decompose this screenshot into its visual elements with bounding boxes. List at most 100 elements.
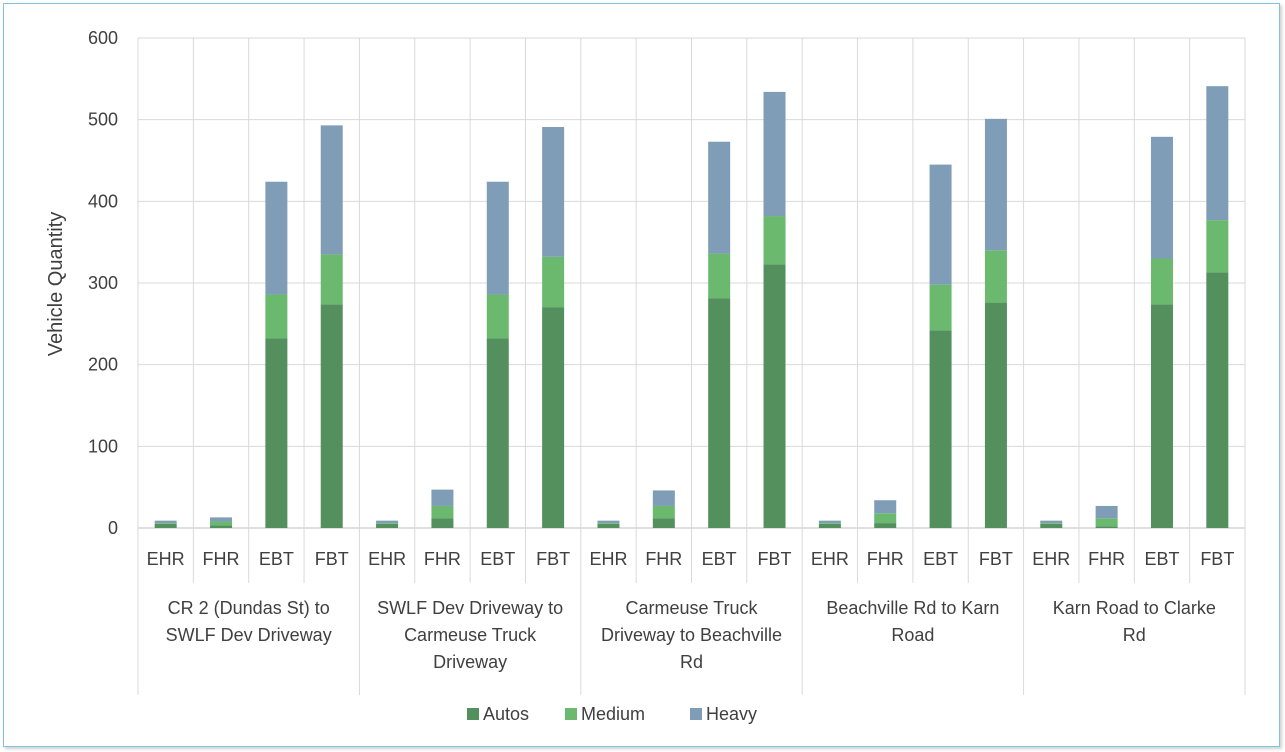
bar-segment-medium xyxy=(597,523,620,524)
bar-segment-medium xyxy=(431,505,454,519)
x-tick-label: EBT xyxy=(259,549,294,569)
legend-label: Autos xyxy=(483,704,529,724)
bar-segment-medium xyxy=(210,521,233,526)
bar-segment-heavy xyxy=(652,490,675,506)
bar-segment-autos xyxy=(763,264,786,528)
x-group-label: Beachville Rd to Karn Road xyxy=(826,598,999,645)
x-tick-label: FBT xyxy=(315,549,349,569)
legend-swatch xyxy=(467,708,479,720)
bar-segment-medium xyxy=(984,250,1007,303)
legend: Autos Medium Heavy xyxy=(467,704,757,724)
x-axis: EHR FHR EBT FBT EHR FHR EBT FBT EHR FHR EBT FBT EHR F… xyxy=(137,528,1246,695)
x-group-label: CR 2 (Dundas St) to SWLF Dev Driveway xyxy=(166,598,332,645)
x-tick-label: FBT xyxy=(758,549,792,569)
bar-segment-medium xyxy=(154,523,177,524)
bar-segment-heavy xyxy=(1206,86,1229,221)
bar-segment-medium xyxy=(874,513,897,524)
legend-item-medium: Medium xyxy=(565,704,645,724)
bar-segment-medium xyxy=(486,294,509,339)
bar-segment-heavy xyxy=(431,489,454,506)
legend-item-autos: Autos xyxy=(467,704,529,724)
x-tick-label: EBT xyxy=(702,549,737,569)
bar-segment-heavy xyxy=(984,118,1007,251)
bar-segment-heavy xyxy=(1040,520,1063,524)
bar-segment-medium xyxy=(1206,220,1229,273)
bar-segment-autos xyxy=(320,304,343,528)
x-tick-label: EBT xyxy=(480,549,515,569)
x-tick-label: FBT xyxy=(536,549,570,569)
y-axis-ticks: 0 100 200 300 400 500 600 xyxy=(88,28,118,538)
bar-segment-heavy xyxy=(320,125,343,255)
bar-segment-medium xyxy=(265,294,288,339)
bar-segment-medium xyxy=(652,505,675,519)
x-tick-label: FHR xyxy=(424,549,461,569)
gridlines xyxy=(137,37,1246,529)
bar-segment-heavy xyxy=(597,520,620,524)
bar-segment-autos xyxy=(1150,304,1173,528)
bar-segment-autos xyxy=(542,307,565,528)
y-tick-label: 400 xyxy=(88,191,118,211)
x-group-label: Carmeuse Truck Driveway to Beachville Rd xyxy=(601,598,782,672)
bar-segment-heavy xyxy=(763,91,786,217)
bar-segment-heavy xyxy=(154,520,177,524)
bar-segment-autos xyxy=(818,523,841,528)
bar-segment-autos xyxy=(1095,526,1118,528)
bar-segment-medium xyxy=(708,253,731,299)
x-tick-label: FHR xyxy=(645,549,682,569)
legend-swatch xyxy=(690,708,702,720)
bar-segment-autos xyxy=(1040,523,1063,528)
bar-segment-heavy xyxy=(1150,136,1173,259)
bar-segment-autos xyxy=(597,523,620,528)
y-tick-label: 500 xyxy=(88,110,118,130)
bar-segment-heavy xyxy=(376,520,399,524)
bar-segment-medium xyxy=(376,523,399,524)
bar-segment-heavy xyxy=(874,500,897,514)
bar-segment-autos xyxy=(929,330,952,528)
x-tick-label: FHR xyxy=(1088,549,1125,569)
bar-segment-autos xyxy=(1206,272,1229,528)
bar-segment-autos xyxy=(486,338,509,528)
legend-swatch xyxy=(565,708,577,720)
y-tick-label: 600 xyxy=(88,28,118,48)
bar-segment-medium xyxy=(763,216,786,265)
x-group-label: Karn Road to Clarke Rd xyxy=(1053,598,1216,645)
x-tick-label: EBT xyxy=(1144,549,1179,569)
bar-segment-medium xyxy=(320,254,343,305)
legend-label: Heavy xyxy=(706,704,757,724)
bar-segment-heavy xyxy=(929,164,952,285)
y-tick-label: 100 xyxy=(88,436,118,456)
x-tick-label: EHR xyxy=(1032,549,1070,569)
legend-item-heavy: Heavy xyxy=(690,704,757,724)
x-tick-label: EHR xyxy=(147,549,185,569)
y-tick-label: 200 xyxy=(88,355,118,375)
bar-segment-autos xyxy=(431,518,454,528)
chart-frame xyxy=(3,3,1280,747)
bars xyxy=(154,86,1229,528)
bar-segment-medium xyxy=(1150,258,1173,305)
bar-segment-medium xyxy=(1095,518,1118,527)
bar-segment-autos xyxy=(210,525,233,528)
bar-segment-medium xyxy=(1040,523,1063,524)
bar-segment-autos xyxy=(376,523,399,528)
bar-segment-heavy xyxy=(708,141,731,254)
bar-segment-autos xyxy=(652,518,675,528)
bar-segment-autos xyxy=(874,523,897,528)
bar-segment-autos xyxy=(265,338,288,528)
x-tick-label: EHR xyxy=(811,549,849,569)
x-tick-label: EHR xyxy=(589,549,627,569)
x-tick-label: FBT xyxy=(979,549,1013,569)
x-tick-label: EBT xyxy=(923,549,958,569)
bar-segment-medium xyxy=(818,523,841,524)
x-tick-label: FHR xyxy=(203,549,240,569)
bar-segment-heavy xyxy=(486,181,509,295)
bar-segment-medium xyxy=(929,284,952,331)
y-tick-label: 300 xyxy=(88,273,118,293)
x-tick-label: FHR xyxy=(867,549,904,569)
y-axis-label: Vehicle Quantity xyxy=(45,212,67,357)
legend-label: Medium xyxy=(581,704,645,724)
bar-segment-autos xyxy=(154,523,177,528)
bar-segment-heavy xyxy=(1095,505,1118,519)
x-tick-label: EHR xyxy=(368,549,406,569)
bar-segment-medium xyxy=(542,256,565,308)
